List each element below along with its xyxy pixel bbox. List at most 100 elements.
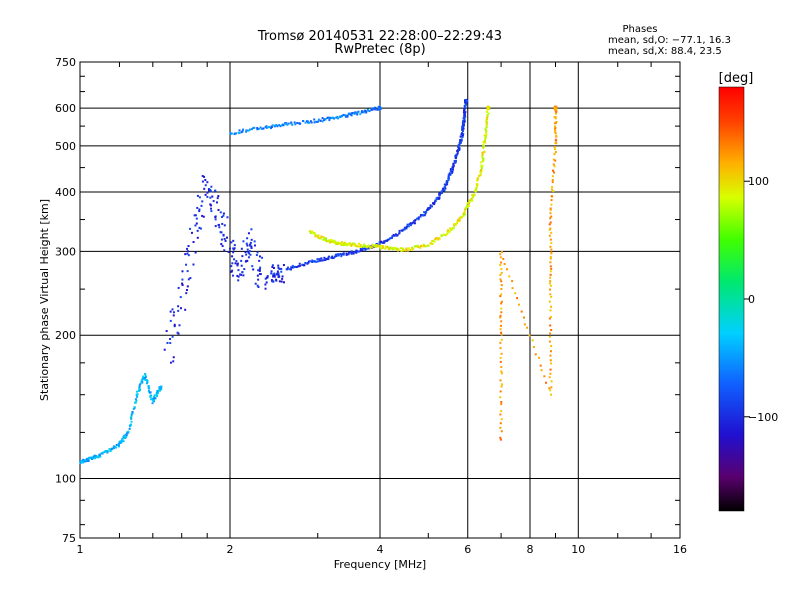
data-point: [152, 397, 155, 400]
data-point: [464, 115, 467, 118]
data-point: [411, 222, 414, 225]
data-point: [212, 200, 215, 203]
data-point: [225, 236, 228, 239]
data-point: [452, 164, 455, 167]
data-point: [499, 316, 502, 319]
data-point: [445, 180, 448, 183]
data-point: [341, 253, 344, 256]
data-point: [307, 120, 310, 123]
data-point: [242, 128, 245, 131]
data-point: [221, 245, 224, 248]
data-point: [223, 237, 226, 240]
data-point: [464, 104, 467, 107]
data-point: [416, 217, 419, 220]
colorbar-label: [deg]: [719, 71, 754, 86]
data-point: [454, 159, 457, 162]
data-point: [260, 127, 263, 130]
data-point: [458, 219, 461, 222]
data-point: [256, 251, 259, 254]
data-point: [447, 174, 450, 177]
data-point: [475, 188, 478, 191]
data-point: [499, 256, 502, 259]
data-point: [249, 244, 252, 247]
data-point: [452, 163, 455, 166]
data-point: [399, 247, 402, 250]
data-point: [359, 245, 362, 248]
data-point: [367, 247, 370, 250]
data-point: [264, 287, 267, 290]
data-point: [231, 274, 234, 277]
data-point: [462, 130, 465, 133]
data-point: [355, 251, 358, 254]
data-point: [123, 434, 126, 437]
data-point: [173, 325, 176, 328]
data-point: [440, 190, 443, 193]
data-point: [177, 305, 180, 308]
data-point: [250, 247, 253, 250]
data-point: [487, 112, 490, 115]
data-point: [412, 247, 415, 250]
phase-stats-o: mean, sd,O: −77.1, 16.3: [608, 35, 731, 46]
data-point: [259, 126, 262, 129]
data-point: [549, 368, 552, 371]
data-point: [551, 175, 554, 178]
data-point: [265, 276, 268, 279]
data-point: [550, 344, 553, 347]
data-point: [389, 237, 392, 240]
data-point: [464, 101, 467, 104]
chart-title: Tromsø 20140531 22:28:00–22:29:43: [257, 29, 502, 44]
data-point: [146, 381, 149, 384]
data-point: [554, 148, 557, 151]
data-point: [184, 253, 187, 256]
data-point: [437, 237, 440, 240]
data-point: [552, 190, 555, 193]
data-point: [548, 288, 551, 291]
data-point: [201, 214, 204, 217]
series-low-frequency-echoes: [79, 373, 163, 465]
data-point: [499, 436, 502, 439]
data-point: [264, 277, 267, 280]
data-point: [130, 415, 133, 418]
data-point: [333, 241, 336, 244]
data-point: [153, 399, 156, 402]
data-point: [99, 455, 102, 458]
data-point: [540, 369, 543, 372]
data-point: [335, 243, 338, 246]
data-point: [500, 385, 503, 388]
data-point: [140, 381, 143, 384]
data-point: [520, 310, 523, 313]
data-point: [337, 254, 340, 257]
data-point: [383, 241, 386, 244]
data-point: [235, 260, 238, 263]
data-point: [129, 423, 132, 426]
data-point: [317, 234, 320, 237]
data-point: [306, 121, 309, 124]
data-point: [131, 412, 134, 415]
data-point: [93, 454, 96, 457]
data-point: [222, 214, 225, 217]
data-point: [550, 380, 553, 383]
data-point: [543, 375, 546, 378]
data-point: [381, 241, 384, 244]
data-point: [301, 263, 304, 266]
data-point: [451, 168, 454, 171]
data-point: [85, 458, 88, 461]
data-point: [307, 260, 310, 263]
data-point: [460, 133, 463, 136]
data-point: [500, 302, 503, 305]
data-point: [360, 111, 363, 114]
data-point: [80, 461, 83, 464]
data-point: [270, 270, 273, 273]
data-point: [362, 247, 365, 250]
data-point: [362, 245, 365, 248]
x-axis-label: Frequency [MHz]: [334, 558, 426, 571]
data-point: [486, 115, 489, 118]
data-point: [354, 250, 357, 253]
data-point: [499, 438, 502, 441]
data-point: [312, 260, 315, 263]
data-point: [451, 170, 454, 173]
data-point: [198, 226, 201, 229]
data-point: [125, 434, 128, 437]
data-point: [465, 101, 468, 104]
data-point: [120, 440, 123, 443]
